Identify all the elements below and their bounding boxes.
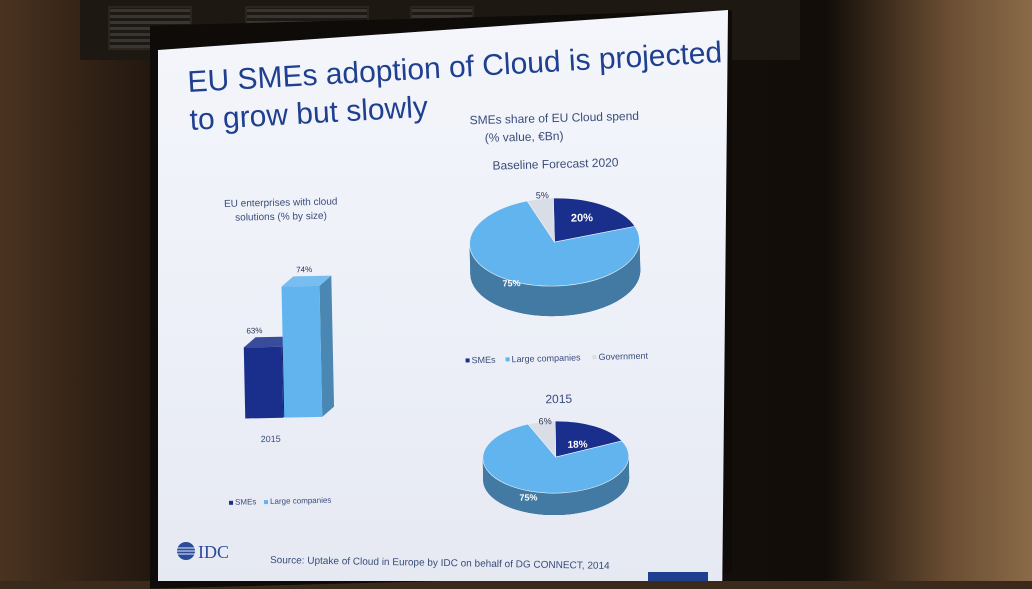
bar-category-label: 2015 — [261, 434, 281, 444]
bar-top-0 — [243, 336, 294, 348]
pie-slice-label: 18% — [567, 439, 587, 450]
pie-slice-smes — [554, 420, 623, 458]
pie-chart-2015: 18% 75% 6% — [482, 416, 630, 516]
idc-logo-text: IDC — [198, 542, 229, 562]
bar-legend: SMEs Large companies — [228, 496, 332, 507]
source-note: Source: Uptake of Cloud in Europe by IDC… — [270, 555, 610, 572]
pie-chart-2015-block: 2015 18% 75% 6% — [482, 392, 630, 516]
bar-chart-title-line2: solutions (% by size) — [235, 211, 327, 224]
pie-slice-label: 75% — [519, 492, 537, 502]
pie-side — [482, 455, 630, 516]
bar-smes — [243, 346, 284, 419]
pie-title-line1: SMEs share of EU Cloud spend — [469, 109, 639, 127]
bar-group: 63% 74% — [243, 265, 335, 419]
bar-chart: EU enterprises with cloud solutions (% b… — [224, 197, 338, 507]
pie-slice-label: 5% — [536, 190, 549, 200]
bar-top-1 — [281, 275, 332, 287]
pie-slice-label: 20% — [571, 212, 594, 225]
bar-legend-large: Large companies — [270, 496, 332, 506]
pie-slice-label: 6% — [539, 416, 552, 426]
slide-corner-badge — [648, 572, 708, 581]
pie-chart-2020: 20% 75% 5% — [469, 190, 641, 317]
pie-slice-large-companies — [482, 423, 629, 494]
bar-side-1 — [319, 275, 335, 417]
bar-legend-smes: SMEs — [235, 497, 257, 506]
bar-value-label: 63% — [246, 326, 262, 335]
pie-subtitle-2020: Baseline Forecast 2020 — [492, 155, 619, 172]
legend-swatch-smes — [465, 358, 470, 363]
bar-value-label: 74% — [296, 265, 312, 274]
slide-title-line2: to grow but slowly — [189, 91, 429, 137]
pie-slice-smes — [553, 197, 636, 243]
pie-legend-government: Government — [598, 351, 648, 362]
pie-legend-large: Large companies — [511, 352, 581, 364]
pie-side — [469, 239, 641, 317]
pie-slice-government — [526, 197, 555, 244]
pie-slice-label: 75% — [502, 278, 520, 288]
pie-subtitle-2015: 2015 — [545, 392, 572, 406]
pie-legend-smes: SMEs — [471, 355, 496, 366]
presentation-slide: EU SMEs adoption of Cloud is projected t… — [158, 10, 728, 581]
legend-swatch-smes — [228, 500, 234, 505]
legend-swatch-large — [505, 357, 510, 362]
pie-slice-large-companies — [469, 200, 640, 287]
pie-slice-government — [527, 420, 557, 458]
pie-chart-2020-block: SMEs share of EU Cloud spend (% value, €… — [465, 109, 649, 366]
pie-title-line2: (% value, €Bn) — [485, 129, 564, 145]
pie-legend: SMEs Large companies Government — [465, 351, 649, 366]
slide-title-line1: EU SMEs adoption of Cloud is projected — [187, 36, 723, 99]
idc-logo: IDC — [177, 542, 229, 562]
bar-large-companies — [281, 285, 323, 418]
bar-chart-title-line1: EU enterprises with cloud — [224, 197, 338, 210]
legend-swatch-large — [263, 500, 269, 505]
legend-swatch-government — [592, 355, 597, 360]
